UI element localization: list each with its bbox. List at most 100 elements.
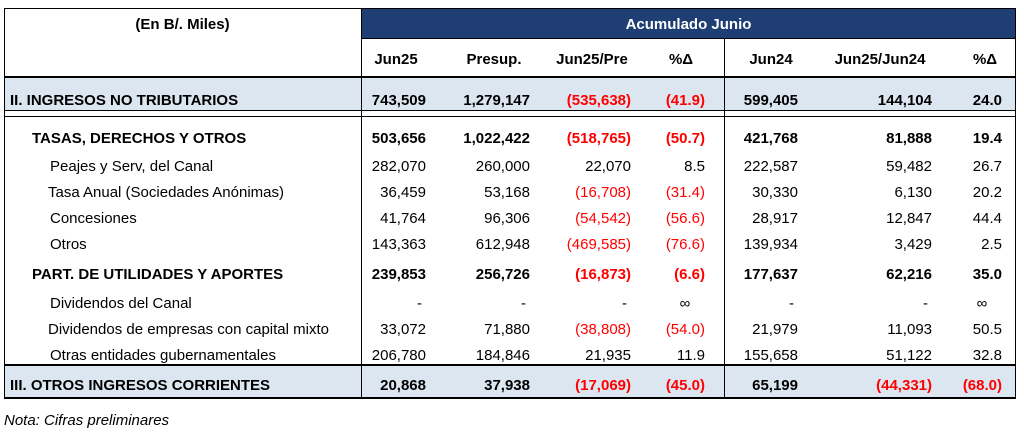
row-value: (56.6): [665, 210, 705, 227]
row-label: II. INGRESOS NO TRIBUTARIOS: [10, 92, 239, 109]
row-value: 59,482: [886, 158, 932, 175]
row-value: 28,917: [752, 210, 798, 227]
row-value: ∞: [976, 295, 988, 312]
row-value: 71,880: [484, 321, 530, 338]
row-value: (76.6): [665, 236, 705, 253]
grid-line: [4, 8, 1016, 9]
row-value: 19.4: [972, 130, 1002, 147]
row-value: 53,168: [484, 184, 530, 201]
row-value: -: [923, 295, 928, 312]
row-label: Tasa Anual (Sociedades Anónimas): [48, 184, 284, 201]
row-value: 22,070: [585, 158, 631, 175]
grid-line: [1015, 8, 1016, 399]
row-value: 37,938: [484, 377, 530, 394]
row-value: 421,768: [743, 130, 798, 147]
row-value: 65,199: [752, 377, 798, 394]
row-value: 1,022,422: [463, 130, 530, 147]
row-label: Dividendos de empresas con capital mixto: [48, 321, 329, 338]
row-value: 6,130: [894, 184, 932, 201]
row-value: 20.2: [972, 184, 1002, 201]
row-value: (6.6): [674, 266, 705, 283]
column-header: Jun25: [374, 51, 418, 68]
row-value: 21,979: [752, 321, 798, 338]
row-label: TASAS, DERECHOS Y OTROS: [32, 130, 247, 147]
column-header: Jun25/Jun24: [834, 51, 926, 68]
row-value: 599,405: [743, 92, 798, 109]
row-value: 139,934: [743, 236, 798, 253]
row-value: 612,948: [475, 236, 530, 253]
row-value: 96,306: [484, 210, 530, 227]
row-value: (44,331): [876, 377, 932, 394]
row-label: Dividendos del Canal: [50, 295, 192, 312]
row-value: ∞: [679, 295, 691, 312]
row-value: 282,070: [371, 158, 426, 175]
column-header: %Δ: [668, 51, 694, 68]
row-value: (31.4): [665, 184, 705, 201]
row-value: (41.9): [665, 92, 705, 109]
grid-line: [4, 76, 1016, 78]
row-value: (45.0): [665, 377, 705, 394]
row-value: -: [521, 295, 526, 312]
row-value: 177,637: [743, 266, 798, 283]
revenue-table: Acumulado Junio (En B/. Miles) Jun25 Pres…: [4, 8, 1016, 399]
footnote: Nota: Cifras preliminares: [4, 412, 170, 429]
row-value: 260,000: [475, 158, 530, 175]
row-value: 62,216: [886, 266, 932, 283]
row-value: 3,429: [894, 236, 932, 253]
row-label: Peajes y Serv, del Canal: [50, 158, 214, 175]
row-label: Otras entidades gubernamentales: [50, 347, 276, 364]
row-value: 12,847: [886, 210, 932, 227]
row-value: 51,122: [886, 347, 932, 364]
row-value: (16,708): [575, 184, 631, 201]
row-value: 50.5: [972, 321, 1002, 338]
row-value: 26.7: [972, 158, 1002, 175]
grid-line: [4, 116, 1016, 117]
row-value: (38,808): [575, 321, 631, 338]
column-header: %Δ: [972, 51, 998, 68]
row-value: 11.9: [676, 347, 705, 364]
row-value: 1,279,147: [463, 92, 530, 109]
group-header-label: Acumulado Junio: [625, 16, 752, 33]
row-value: (518,765): [566, 130, 631, 147]
grid-line: [4, 8, 5, 399]
row-value: 21,935: [585, 347, 631, 364]
grid-line: [4, 364, 1016, 366]
row-value: (68.0): [962, 377, 1002, 394]
row-value: 8.5: [684, 158, 705, 175]
row-value: 184,846: [475, 347, 530, 364]
row-value: 35.0: [972, 266, 1002, 283]
row-value: -: [622, 295, 627, 312]
row-value: (54.0): [665, 321, 705, 338]
row-value: (54,542): [575, 210, 631, 227]
grid-line: [361, 8, 362, 399]
row-value: 206,780: [371, 347, 426, 364]
row-value: 32.8: [972, 347, 1002, 364]
row-value: 33,072: [380, 321, 426, 338]
row-shade: [4, 364, 1016, 398]
row-value: 41,764: [380, 210, 426, 227]
row-value: -: [417, 295, 422, 312]
grid-line: [4, 397, 1016, 399]
row-value: 11,093: [887, 321, 932, 338]
row-value: 143,363: [371, 236, 426, 253]
row-value: 20,868: [380, 377, 426, 394]
row-value: 2.5: [981, 236, 1002, 253]
row-label: Otros: [50, 236, 87, 253]
row-value: 24.0: [972, 92, 1002, 109]
row-value: 155,658: [743, 347, 798, 364]
row-label: Concesiones: [50, 210, 137, 227]
row-value: (16,873): [575, 266, 631, 283]
grid-line: [724, 38, 725, 399]
row-shade: [4, 78, 1016, 110]
row-value: (469,585): [566, 236, 631, 253]
column-header: Presup.: [466, 51, 522, 68]
column-header: Jun24: [749, 51, 793, 68]
grid-line: [361, 38, 1016, 39]
row-label: III. OTROS INGRESOS CORRIENTES: [10, 377, 271, 394]
row-value: 144,104: [877, 92, 932, 109]
grid-line: [4, 110, 1016, 111]
row-value: 743,509: [371, 92, 426, 109]
row-label: PART. DE UTILIDADES Y APORTES: [32, 266, 284, 283]
row-value: -: [789, 295, 794, 312]
row-value: 503,656: [371, 130, 426, 147]
